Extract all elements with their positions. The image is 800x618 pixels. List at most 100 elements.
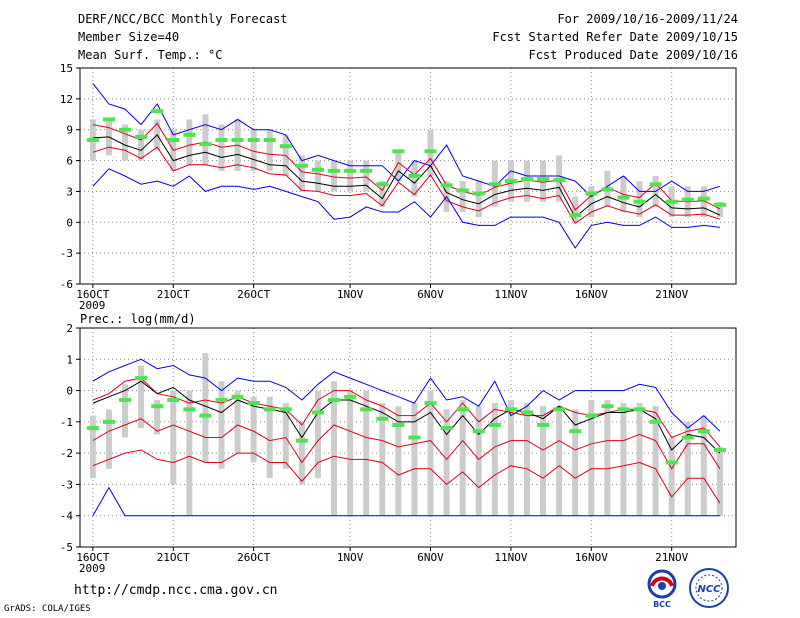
observed-marker [569,213,582,218]
observed-marker [408,174,421,178]
range-bar [668,437,675,516]
observed-marker [360,407,373,412]
series-line-min [92,168,720,249]
range-bar [507,399,514,516]
x-tick-label: 16OCT [76,551,109,564]
range-bar [234,390,241,454]
observed-marker [697,196,710,201]
range-bar [684,421,691,516]
range-bar [556,406,563,516]
observed-marker [231,394,244,399]
range-bar [427,390,434,516]
observed-marker [199,142,212,147]
observed-marker [295,438,308,443]
observed-marker [633,407,646,412]
observed-marker [376,416,389,421]
y-tick-label: 2 [66,322,73,335]
footer-url[interactable]: http://cmdp.ncc.cma.gov.cn [74,583,278,598]
y-tick-label: 15 [60,62,73,75]
range-bar [298,421,305,485]
range-bar [636,403,643,516]
observed-marker [392,149,405,154]
y-tick-label: -2 [60,447,73,460]
observed-marker [135,134,148,139]
observed-marker [681,197,694,202]
range-bar [443,409,450,516]
ncc-logo: NCC [689,568,729,608]
range-bar [363,390,370,516]
observed-marker [263,138,276,142]
x-tick-label: 1NOV [337,288,364,301]
range-bar [170,390,177,485]
observed-marker [553,178,566,183]
observed-marker [440,426,453,431]
y-tick-label: -5 [60,541,73,554]
observed-marker [617,407,630,412]
range-bar [588,186,595,218]
series-line-max [92,358,721,432]
observed-marker [424,149,437,154]
observed-marker [520,410,533,415]
bcc-logo: BCC [647,569,677,609]
range-bar [202,114,209,166]
observed-marker [520,177,533,182]
range-bar [282,403,289,469]
range-bar [138,129,145,161]
range-bar [266,129,273,171]
observed-marker [86,138,99,142]
observed-marker [328,168,341,173]
chart-title: DERF/NCC/BCC Monthly Forecast [78,12,288,26]
observed-marker [231,138,244,142]
x-tick-label: 6NOV [417,551,444,564]
range-bar [266,396,273,479]
observed-marker [135,376,148,381]
series-line-lower [92,418,721,470]
observed-marker [392,422,405,427]
observed-marker [344,394,357,399]
range-bar [186,119,193,166]
observed-marker [440,183,453,188]
range-bar [314,160,321,192]
observed-marker [311,167,324,172]
observed-marker [247,401,260,406]
range-bar [122,384,129,438]
range-bar [363,160,370,192]
observed-marker [295,163,308,168]
range-bar [700,186,707,218]
range-bar [122,124,129,161]
observed-marker [617,195,630,200]
observed-marker [665,199,678,204]
x-tick-label: 1NOV [337,551,364,564]
observed-marker [649,182,662,187]
observed-marker [488,422,501,427]
range-bar [218,124,225,171]
range-bar [411,160,418,197]
series-line-lower2 [92,449,721,504]
range-bar [202,353,209,463]
y-tick-label: 1 [66,353,73,366]
x-tick-label: 6NOV [417,288,444,301]
range-bar [347,390,354,516]
observed-marker [665,460,678,465]
observed-marker [713,202,726,207]
precip-panel-title: Prec.: log(mm/d) [80,312,196,326]
observed-marker [537,177,550,182]
forecast-period: For 2009/10/16-2009/11/24 [557,12,738,26]
observed-marker [86,426,99,431]
range-bar [523,160,530,202]
range-bar [588,399,595,516]
range-bar [523,403,530,516]
range-bar [636,181,643,218]
x-tick-label: 11NOV [494,551,527,564]
observed-marker [279,144,292,149]
observed-marker [649,419,662,424]
range-bar [716,201,723,218]
ncc-logo-text: NCC [697,584,721,595]
range-bar [154,399,161,435]
observed-marker [585,191,598,196]
range-bar [379,181,386,207]
x-tick-label: 21NOV [655,288,688,301]
range-bar [411,403,418,516]
